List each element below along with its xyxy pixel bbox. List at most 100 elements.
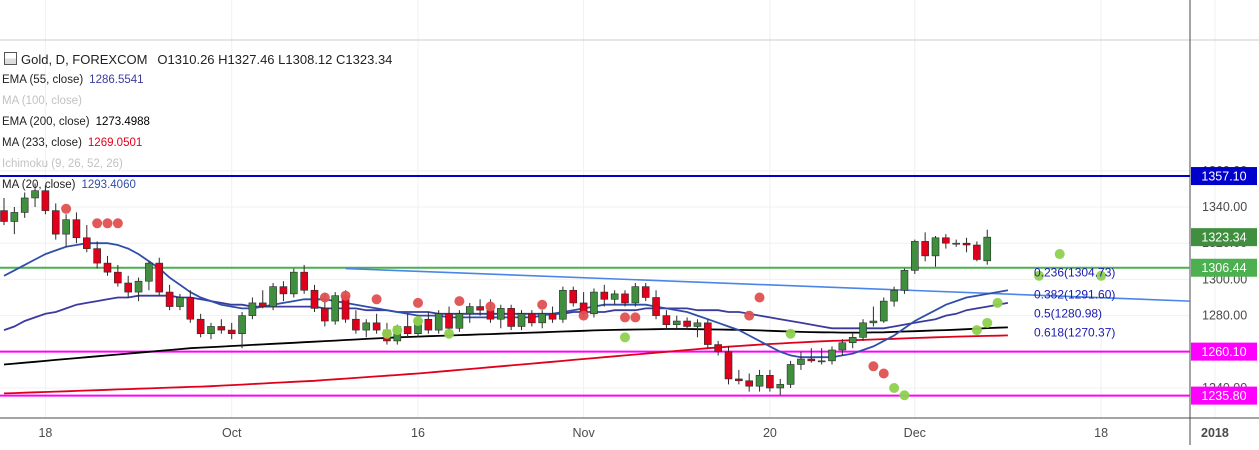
signal-dot-red bbox=[620, 312, 630, 323]
candle-body bbox=[807, 358, 816, 362]
price-tag-label: 1235.80 bbox=[1201, 389, 1246, 403]
signal-dot-red bbox=[340, 290, 351, 301]
legend-row[interactable]: MA (233, close) 1269.0501 bbox=[2, 136, 142, 150]
x-tick-label: Nov bbox=[572, 426, 595, 440]
legend-row[interactable]: MA (100, close) bbox=[2, 94, 82, 108]
x-tick-label: 2018 bbox=[1201, 426, 1229, 440]
price-tag-bg bbox=[1191, 386, 1257, 405]
candle-body bbox=[683, 320, 691, 327]
candle-body bbox=[145, 262, 153, 282]
candle-body bbox=[41, 190, 50, 211]
candle-body bbox=[859, 322, 867, 338]
trendline bbox=[345, 267, 1191, 302]
candle-body bbox=[300, 271, 308, 291]
candle-body bbox=[973, 244, 981, 260]
ohlc-close: C1323.34 bbox=[336, 52, 393, 67]
candle-body bbox=[528, 313, 536, 324]
fib-label: 0.5(1280.98) bbox=[1034, 306, 1102, 320]
candle-body bbox=[10, 212, 19, 222]
candle-body bbox=[828, 349, 836, 362]
candle-body bbox=[693, 322, 702, 327]
candle-body bbox=[703, 322, 712, 345]
grid-lines bbox=[0, 0, 1216, 418]
signal-dot-green bbox=[1096, 270, 1107, 281]
candle-body bbox=[434, 313, 443, 331]
price-tag: 1323.34 bbox=[1191, 228, 1257, 247]
signal-dot-red bbox=[578, 310, 589, 321]
signal-dot-green bbox=[982, 317, 993, 328]
legend-name: MA (20, close) bbox=[2, 179, 76, 191]
legend-value: 1286.5541 bbox=[89, 74, 144, 86]
candle-body bbox=[496, 308, 505, 320]
signal-dot-green bbox=[899, 390, 910, 401]
candle-body bbox=[93, 248, 101, 264]
fib-label: 0.382(1291.60) bbox=[1034, 287, 1115, 301]
candle-body bbox=[248, 302, 257, 316]
price-tag: 1306.44 bbox=[1191, 258, 1257, 277]
candle-body bbox=[83, 237, 91, 249]
candle-body bbox=[766, 375, 774, 389]
candle-body bbox=[942, 237, 950, 244]
price-tag-label: 1306.44 bbox=[1201, 261, 1246, 275]
candle-body bbox=[279, 286, 288, 295]
candle-body bbox=[0, 210, 8, 222]
candle-body bbox=[269, 286, 277, 307]
candle-body bbox=[745, 380, 754, 387]
signal-dot-green bbox=[413, 316, 423, 327]
candle-body bbox=[672, 320, 681, 325]
candle-body bbox=[258, 302, 267, 307]
legend-name: MA (100, close) bbox=[2, 95, 82, 107]
signal-dot-green bbox=[444, 328, 455, 339]
legend-row[interactable]: MA (20, close) 1293.4060 bbox=[2, 178, 136, 192]
legend-value: 1293.4060 bbox=[81, 179, 136, 191]
candle-body bbox=[124, 282, 132, 293]
candle-body bbox=[372, 322, 381, 331]
candle-body bbox=[114, 271, 122, 284]
signal-dot-red bbox=[754, 292, 765, 303]
price-tag-label: 1260.10 bbox=[1201, 345, 1246, 359]
candle-body bbox=[962, 242, 971, 246]
x-tick-label: 20 bbox=[763, 426, 777, 440]
price-tag-label: 1357.10 bbox=[1201, 170, 1246, 184]
candle-body bbox=[600, 291, 609, 300]
y-tick-label: 1340.00 bbox=[1202, 200, 1247, 214]
candle-body bbox=[465, 306, 474, 315]
signal-dot-red bbox=[61, 203, 72, 214]
series-line bbox=[3, 242, 1009, 359]
candle-body bbox=[424, 318, 433, 331]
x-tick-label: 18 bbox=[1094, 426, 1108, 440]
signal-dot-red bbox=[371, 294, 382, 305]
candle-body bbox=[548, 313, 557, 320]
candle-body bbox=[403, 326, 412, 334]
candle-body bbox=[590, 291, 598, 315]
x-tick-label: 16 bbox=[411, 426, 425, 440]
x-tick-label: Oct bbox=[222, 426, 242, 440]
signal-dot-red bbox=[112, 218, 123, 229]
signal-dot-red bbox=[92, 218, 103, 229]
candle-body bbox=[724, 351, 733, 380]
legend-value: 1269.0501 bbox=[87, 137, 143, 149]
legend-row[interactable]: EMA (55, close) 1286.5541 bbox=[2, 73, 144, 87]
legend-value: 1273.4988 bbox=[95, 116, 150, 128]
candle-body bbox=[786, 364, 795, 385]
ohlc-open: O1310.26 bbox=[157, 52, 215, 67]
signal-dot-green bbox=[620, 332, 630, 343]
signal-dot-red bbox=[454, 296, 465, 307]
candle-body bbox=[476, 306, 484, 311]
candle-body bbox=[310, 289, 319, 309]
signal-dot-red bbox=[878, 368, 889, 379]
candle-body bbox=[776, 384, 785, 389]
price-tag-bg bbox=[1191, 167, 1257, 186]
legend-row[interactable]: EMA (200, close) 1273.4988 bbox=[2, 115, 150, 129]
legend-row[interactable]: Ichimoku (9, 26, 52, 26) bbox=[2, 157, 123, 171]
legend-name: EMA (200, close) bbox=[2, 116, 90, 128]
series-line bbox=[3, 326, 1008, 366]
candles bbox=[0, 183, 992, 396]
candle-body bbox=[621, 293, 629, 304]
candle-body bbox=[445, 313, 453, 329]
legend-name: EMA (55, close) bbox=[2, 74, 84, 86]
candle-body bbox=[455, 313, 464, 329]
signal-dot-green bbox=[381, 328, 392, 339]
